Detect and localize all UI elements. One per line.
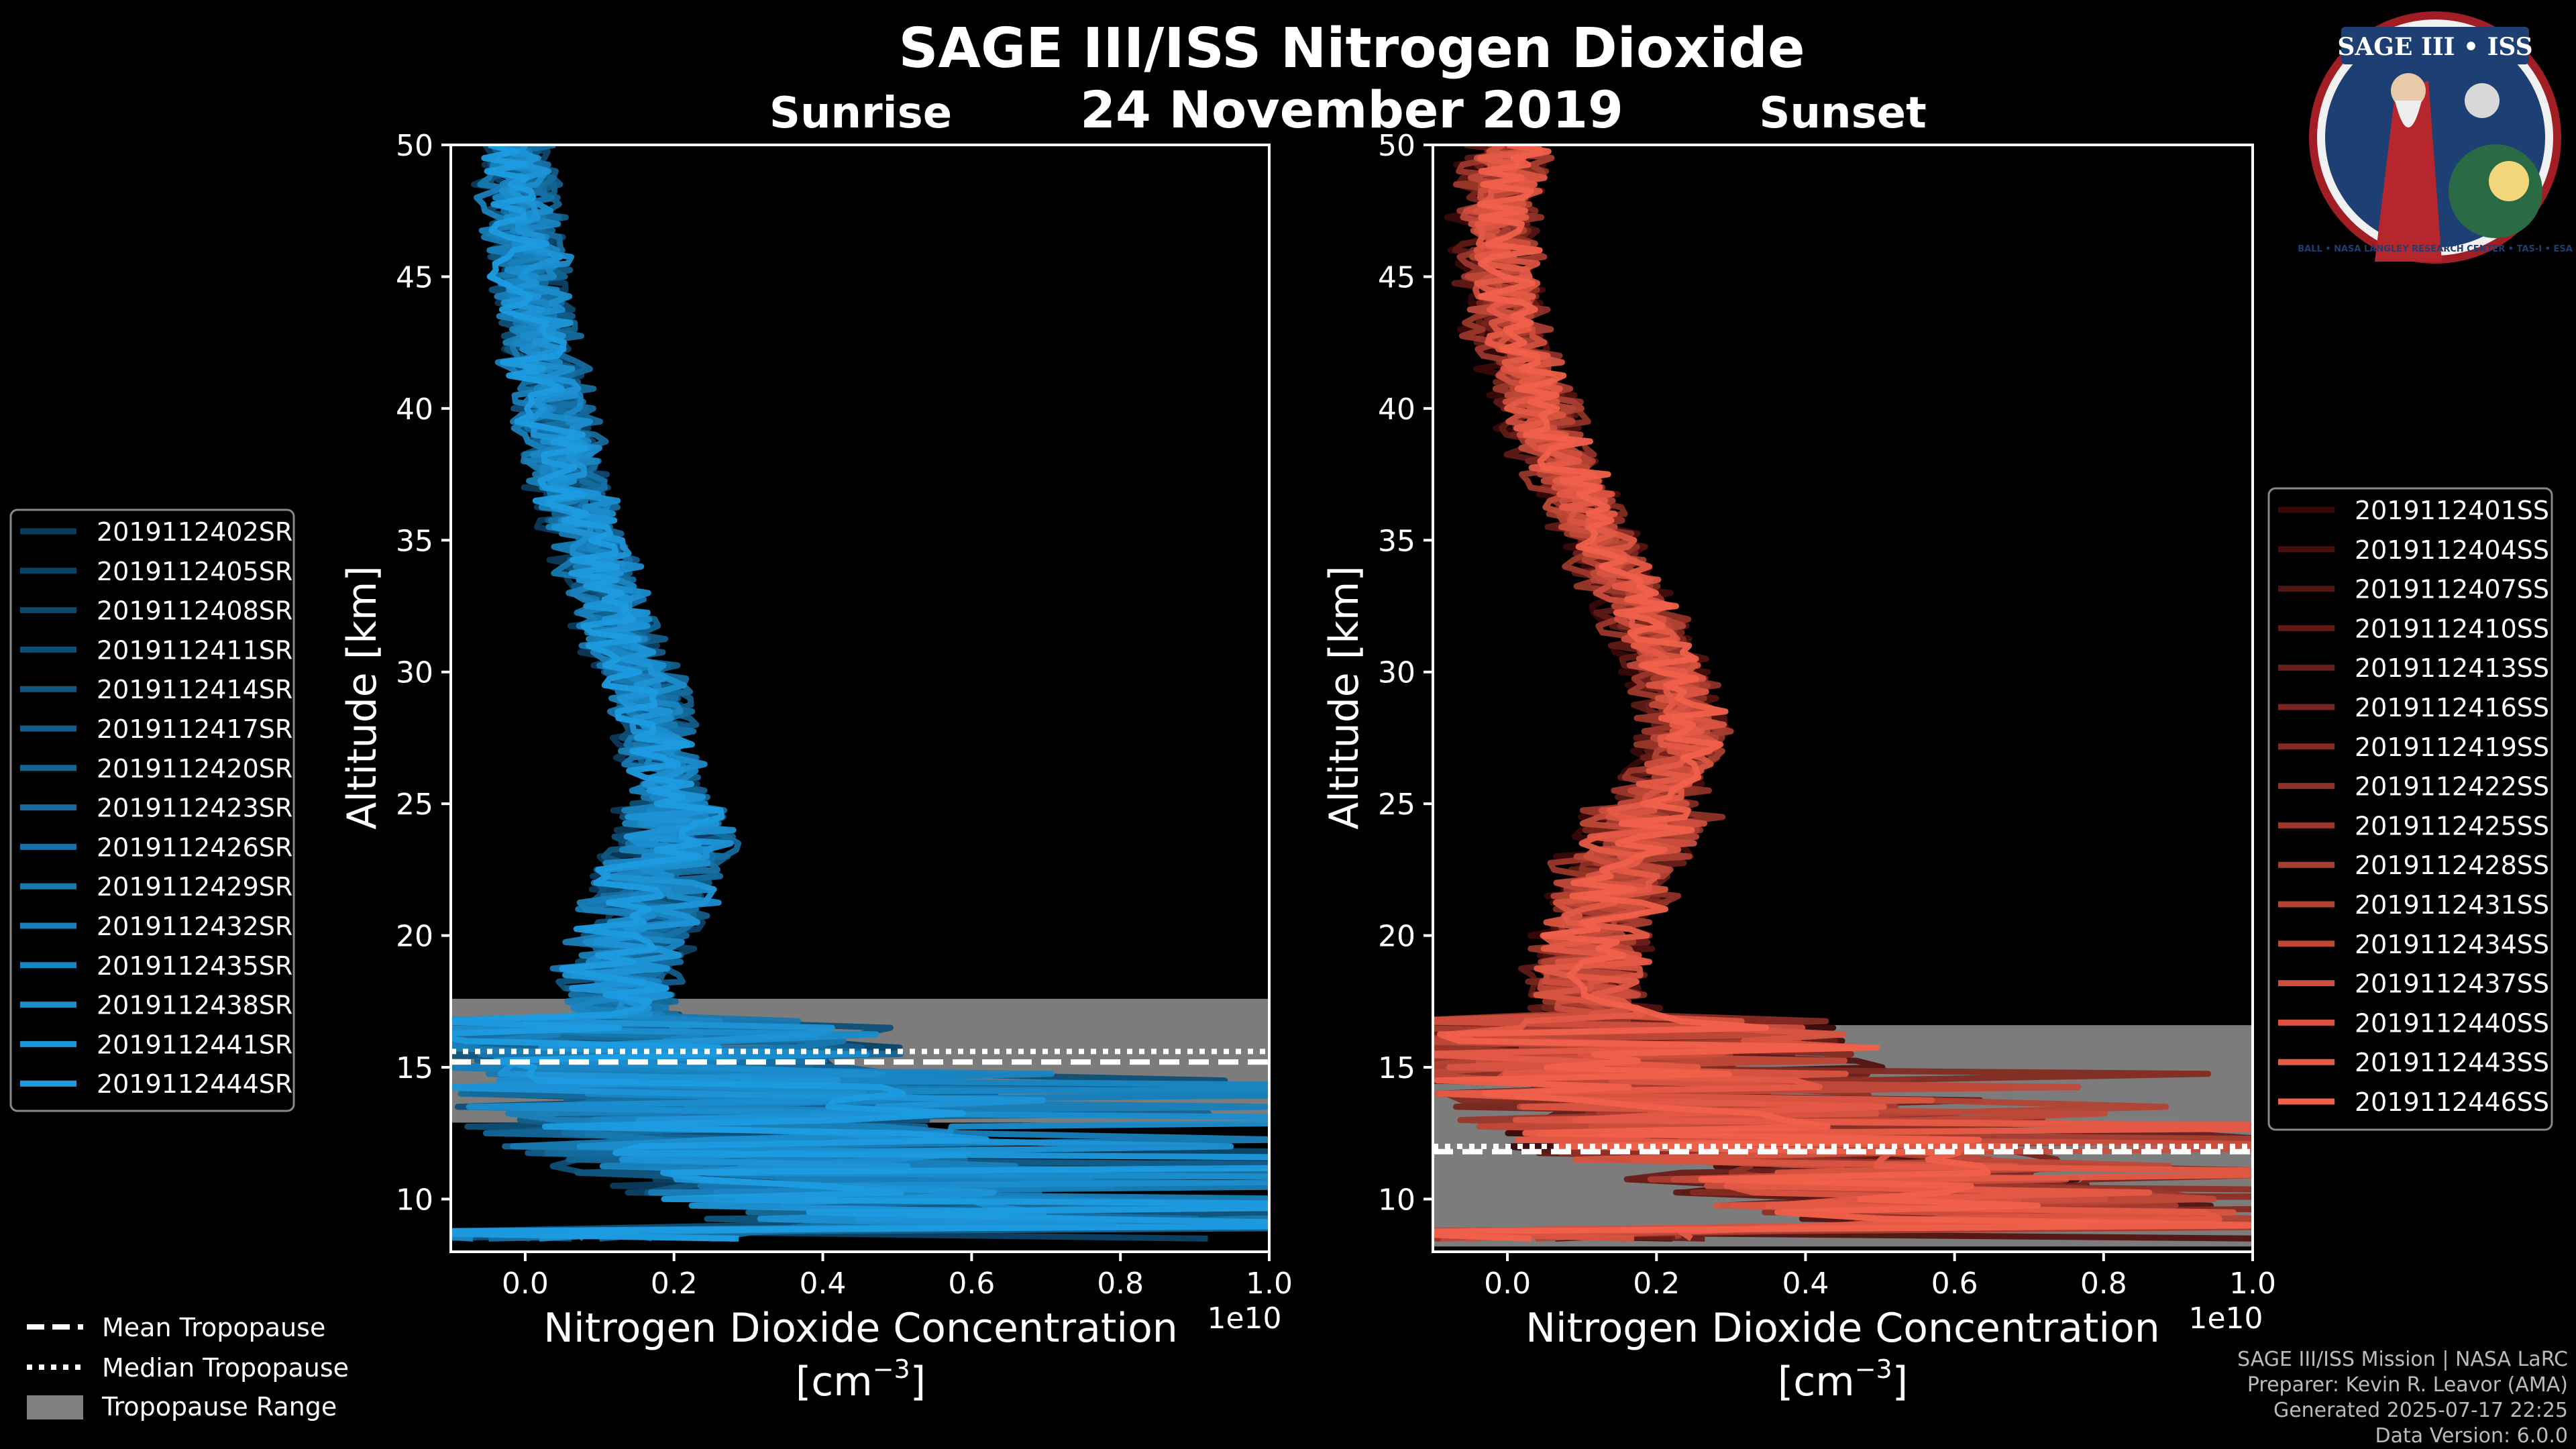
legend-label: 2019112410SS xyxy=(2355,614,2549,643)
footer-preparer: Preparer: Kevin R. Leavor (AMA) xyxy=(2247,1373,2568,1397)
tropopause-legend: Mean Tropopause Median Tropopause Tropop… xyxy=(27,1313,349,1421)
legend-label: 2019112428SS xyxy=(2355,851,2549,880)
legend-label: 2019112423SR xyxy=(97,794,292,823)
legend-label: 2019112434SS xyxy=(2355,930,2549,959)
legend-label: 2019112417SR xyxy=(97,714,292,744)
legend-label: 2019112429SR xyxy=(97,872,292,902)
profile-line-2019112446SS xyxy=(1433,145,2253,1242)
legend-label: 2019112402SR xyxy=(97,517,292,547)
legend-label: 2019112416SS xyxy=(2355,693,2549,722)
legend-label: 2019112411SR xyxy=(97,635,292,665)
y-tick-label: 45 xyxy=(396,260,433,294)
tropopause-range-label: Tropopause Range xyxy=(101,1392,337,1421)
legend-label: 2019112435SR xyxy=(97,951,292,981)
sunrise-x-axis-label: Nitrogen Dioxide Concentration xyxy=(543,1305,1178,1352)
tropopause-mean-label: Mean Tropopause xyxy=(102,1313,325,1342)
x-tick-label: 1.0 xyxy=(1246,1267,1293,1301)
legend-label: 2019112432SR xyxy=(97,912,292,941)
sunset-legend: 2019112401SS 2019112404SS 2019112407SS 2019… xyxy=(2267,487,2553,1131)
y-tick-label: 25 xyxy=(396,788,433,822)
legend-label: 2019112444SR xyxy=(97,1069,292,1099)
logo-ring-text: BALL • NASA LANGLEY RESEARCH CENTER • TA… xyxy=(2298,244,2573,254)
x-tick-label: 0.6 xyxy=(1931,1267,1978,1301)
legend-label: 2019112426SR xyxy=(97,833,292,862)
y-tick-label: 45 xyxy=(1378,260,1415,294)
sunset-x-axis-label: Nitrogen Dioxide Concentration xyxy=(1525,1305,2160,1352)
legend-label: 2019112405SR xyxy=(97,557,292,586)
legend-label: 2019112407SS xyxy=(2355,575,2549,604)
x-tick-label: 0.8 xyxy=(1097,1267,1144,1301)
profile-line-2019112443SS xyxy=(1433,145,2253,1242)
y-tick-label: 25 xyxy=(1378,788,1415,822)
y-tick-label: 20 xyxy=(1378,920,1415,954)
legend-label: 2019112440SS xyxy=(2355,1008,2549,1038)
sunset-plot: 0.0 0.2 0.4 0.6 0.8 1.0 10 15 20 25 30 35 40 45 50 xyxy=(1378,129,2276,1301)
x-tick-label: 1.0 xyxy=(2229,1267,2276,1301)
legend-label: 2019112422SS xyxy=(2355,772,2549,802)
sunrise-x-axis-unit: [cm−3] xyxy=(796,1354,926,1405)
y-tick-label: 35 xyxy=(396,524,433,558)
footer-version: Data Version: 6.0.0 xyxy=(2375,1424,2568,1448)
x-tick-label: 0.4 xyxy=(1782,1267,1829,1301)
sunrise-x-multiplier: 1e10 xyxy=(1207,1301,1281,1336)
logo-title: SAGE III • ISS xyxy=(2337,33,2532,61)
x-tick-label: 0.4 xyxy=(800,1267,847,1301)
y-tick-label: 35 xyxy=(1378,524,1415,558)
legend-label: 2019112441SR xyxy=(97,1030,292,1059)
y-tick-label: 15 xyxy=(396,1051,433,1085)
y-tick-label: 50 xyxy=(1378,129,1415,163)
sunrise-panel-title: Sunrise xyxy=(769,89,952,138)
sunrise-plot: 0.0 0.2 0.4 0.6 0.8 1.0 10 15 20 25 30 35 40 45 50 xyxy=(396,129,1293,1301)
y-tick-label: 10 xyxy=(1378,1183,1415,1217)
legend-label: 2019112431SS xyxy=(2355,890,2549,920)
credits-footer: SAGE III/ISS Mission | NASA LaRC Prepare… xyxy=(2237,1348,2568,1448)
y-tick-label: 15 xyxy=(1378,1051,1415,1085)
legend-label: 2019112413SS xyxy=(2355,653,2549,683)
legend-label: 2019112438SR xyxy=(97,991,292,1020)
legend-label: 2019112437SS xyxy=(2355,969,2549,999)
sunset-panel-title: Sunset xyxy=(1759,89,1926,138)
footer-mission: SAGE III/ISS Mission | NASA LaRC xyxy=(2237,1348,2568,1371)
y-tick-label: 10 xyxy=(396,1183,433,1217)
figure-title: SAGE III/ISS Nitrogen Dioxide xyxy=(898,17,1805,80)
y-tick-label: 20 xyxy=(396,920,433,954)
plot-frame xyxy=(1432,144,2254,1253)
profile-line-2019112444SR xyxy=(451,145,1269,1242)
sage-iii-iss-mission-logo: SAGE III • ISS BALL • NASA LANGLEY RESEA… xyxy=(2298,11,2573,264)
tropopause-median-label: Median Tropopause xyxy=(102,1353,349,1383)
x-tick-label: 0.8 xyxy=(2080,1267,2127,1301)
footer-generated: Generated 2025-07-17 22:25 xyxy=(2273,1399,2568,1422)
legend-label: 2019112408SR xyxy=(97,596,292,626)
sunset-x-multiplier: 1e10 xyxy=(2188,1301,2263,1336)
sunset-x-axis-unit: [cm−3] xyxy=(1778,1354,1908,1405)
x-tick-label: 0.0 xyxy=(1484,1267,1531,1301)
x-tick-label: 0.2 xyxy=(651,1267,698,1301)
y-tick-label: 30 xyxy=(1378,656,1415,690)
legend-label: 2019112446SS xyxy=(2355,1087,2549,1117)
legend-label: 2019112419SS xyxy=(2355,733,2549,762)
sunset-y-axis-label: Altitude [km] xyxy=(1321,566,1368,830)
sunrise-y-axis-label: Altitude [km] xyxy=(339,566,386,830)
x-tick-label: 0.6 xyxy=(948,1267,995,1301)
legend-label: 2019112420SR xyxy=(97,754,292,784)
legend-label: 2019112401SS xyxy=(2355,496,2549,525)
y-tick-label: 50 xyxy=(396,129,433,163)
legend-label: 2019112425SS xyxy=(2355,811,2549,841)
plot-frame xyxy=(449,144,1271,1253)
profile-line-2019112440SS xyxy=(1433,145,2253,1242)
figure-date: 24 November 2019 xyxy=(1080,80,1623,140)
legend-label: 2019112443SS xyxy=(2355,1048,2549,1077)
sunrise-legend: 2019112402SR 2019112405SR 2019112408SR 2019… xyxy=(9,508,295,1112)
y-tick-label: 30 xyxy=(396,656,433,690)
legend-label: 2019112404SS xyxy=(2355,535,2549,565)
y-tick-label: 40 xyxy=(396,392,433,427)
legend-label: 2019112414SR xyxy=(97,675,292,704)
y-tick-label: 40 xyxy=(1378,392,1415,427)
x-tick-label: 0.0 xyxy=(502,1267,549,1301)
tropopause-range-swatch xyxy=(27,1395,83,1419)
x-tick-label: 0.2 xyxy=(1633,1267,1680,1301)
